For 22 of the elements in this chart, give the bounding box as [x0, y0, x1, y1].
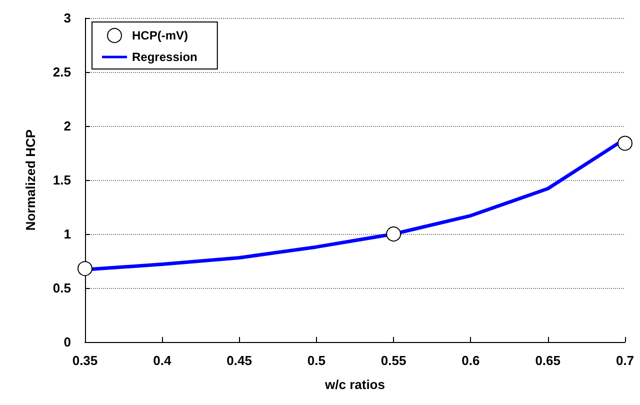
- y-tick-label: 2: [64, 118, 71, 134]
- x-tick-label: 0.55: [380, 353, 406, 368]
- x-tick-label: 0.7: [616, 353, 634, 368]
- x-tick-label: 0.5: [307, 353, 326, 368]
- x-tick-label: 0.45: [226, 353, 252, 368]
- x-tick-label: 0.35: [72, 353, 98, 368]
- y-tick-label: 0.5: [52, 280, 71, 296]
- point: [618, 136, 632, 151]
- x-tick-label: 0.65: [535, 353, 561, 368]
- x-tick-label: 0.6: [462, 353, 480, 368]
- y-tick-label: 2.5: [52, 64, 71, 80]
- x-tick-label: 0.4: [153, 353, 172, 368]
- y-tick-label: 0: [64, 334, 71, 350]
- y-tick-label: 1.5: [52, 172, 71, 188]
- y-axis-title: Normalized HCP: [23, 129, 38, 231]
- y-tick-label: 3: [64, 10, 71, 26]
- y-tick-label: 1: [64, 226, 71, 242]
- point: [386, 226, 402, 242]
- legend-label: HCP(-mV): [132, 28, 188, 42]
- legend-label: Regression: [132, 50, 198, 64]
- point: [78, 261, 92, 276]
- x-axis-title: w/c ratios: [324, 377, 385, 392]
